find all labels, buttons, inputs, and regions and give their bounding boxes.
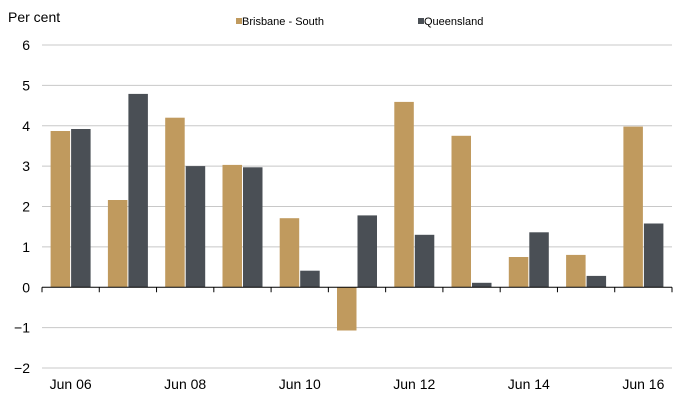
bar-queensland: [185, 166, 206, 288]
bar-brisbane-south: [451, 135, 471, 288]
legend-swatch-brisbane-south: [236, 18, 242, 24]
y-tick-label: 0: [22, 279, 30, 295]
legend-label-queensland: Queensland: [424, 16, 483, 28]
bar-queensland: [529, 232, 549, 288]
legend: Brisbane - South Queensland: [236, 16, 483, 28]
y-axis-title: Per cent: [8, 9, 60, 25]
x-tick-label: Jun 08: [164, 376, 206, 392]
bar-queensland: [71, 129, 91, 288]
bar-queensland: [128, 93, 148, 288]
y-tick-label: 5: [22, 77, 30, 93]
bar-brisbane-south: [337, 287, 357, 331]
bar-queensland: [243, 167, 263, 288]
bar-queensland: [357, 215, 377, 288]
y-tick-label: 3: [22, 158, 30, 174]
bar-brisbane-south: [566, 254, 586, 288]
y-tick-label: −2: [14, 360, 30, 376]
y-tick-label: 6: [22, 37, 30, 53]
axes: −2 −1 0 1 2 3 4 5 6 Jun 06 Jun 08 Jun 10 Jun 12 Jun 1…: [14, 37, 673, 392]
x-tick-label: Jun 16: [622, 376, 664, 392]
y-tick-label: 1: [22, 239, 30, 255]
y-tick-label: −1: [14, 320, 30, 336]
bar-brisbane-south: [222, 164, 242, 288]
x-tick-label: Jun 10: [279, 376, 321, 392]
bar-queensland: [300, 270, 320, 288]
x-tick-label: Jun 14: [508, 376, 550, 392]
bar-queensland: [472, 282, 492, 288]
bar-queensland: [643, 223, 664, 288]
bar-queensland: [414, 234, 435, 288]
bar-brisbane-south: [508, 257, 529, 288]
bar-brisbane-south: [50, 131, 71, 288]
bar-queensland: [586, 275, 607, 288]
bars: [50, 93, 664, 331]
bar-brisbane-south: [623, 126, 643, 288]
bar-brisbane-south: [107, 200, 128, 288]
x-tick-label: Jun 12: [393, 376, 435, 392]
legend-label-brisbane-south: Brisbane - South: [242, 16, 324, 28]
y-tick-label: 2: [22, 199, 30, 215]
x-tick-label: Jun 06: [50, 376, 92, 392]
bar-brisbane-south: [279, 218, 300, 288]
bar-brisbane-south: [165, 117, 185, 288]
y-tick-label: 4: [22, 118, 30, 134]
bar-brisbane-south: [394, 101, 414, 288]
legend-swatch-queensland: [418, 18, 424, 24]
